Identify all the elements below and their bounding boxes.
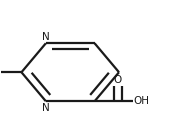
Text: N: N bbox=[42, 32, 50, 42]
Text: OH: OH bbox=[134, 96, 150, 106]
Text: N: N bbox=[42, 103, 50, 113]
Text: O: O bbox=[114, 75, 122, 85]
